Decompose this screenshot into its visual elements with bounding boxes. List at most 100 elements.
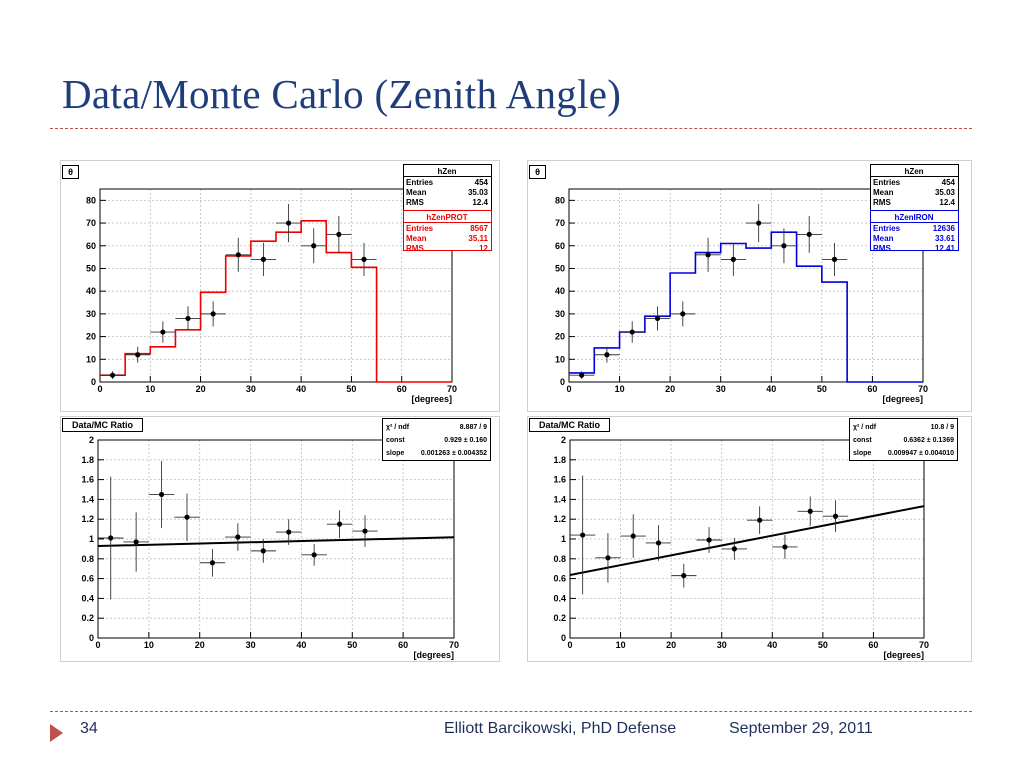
ratio-prot-point-4 (209, 560, 216, 566)
hist-prot-point-6 (260, 256, 267, 262)
hist-prot-ytick-label-4: 40 (86, 286, 96, 296)
iron-histogram-panel: 0 10 20 30 40 50 60 70 0 10 20 30 40 50 60 70 80 [degrees… (527, 160, 972, 412)
ratio-prot-ytick-label-4: 0.8 (81, 554, 94, 564)
hist-prot-ytick-label-3: 30 (86, 309, 96, 319)
hist-prot-point-0 (109, 372, 116, 378)
ratio-prot-tag-box (62, 418, 143, 432)
hist-iron-point-0 (579, 372, 585, 378)
ratio-iron-xtick-label-2: 20 (666, 640, 676, 650)
ratio-iron-point-9 (807, 508, 813, 514)
hist-prot-ytick-label-7: 70 (86, 218, 96, 228)
ratio-iron-ytick-label-0: 0 (561, 633, 566, 643)
hist-iron-point-8 (781, 243, 787, 249)
ratio-iron-ytick-label-2: 0.4 (553, 593, 566, 603)
hist-iron-ytick-label-5: 50 (555, 263, 565, 273)
hist-iron-xtick-label-2: 20 (665, 384, 675, 394)
ratio-iron-xtick-label-0: 0 (567, 640, 572, 650)
ratio-iron-point-5 (706, 537, 712, 543)
hist-iron-xtick-label-5: 50 (817, 384, 827, 394)
hist-iron-tag-box (529, 165, 546, 179)
hist-prot-stats-value-1-1: 35.11 (468, 234, 488, 243)
hist-iron-point-1 (604, 352, 610, 358)
iron-zenith-histogram: 0 10 20 30 40 50 60 70 0 10 20 30 40 50 60 70 80 [degrees… (527, 160, 972, 412)
ratio-prot-point-6 (260, 548, 266, 554)
hist-prot-ytick-label-2: 20 (86, 332, 96, 342)
ratio-prot-ytick-label-5: 1 (89, 534, 94, 544)
hist-iron-stats-key-1-0: Entries (873, 224, 901, 233)
ratio-iron-fit-line (569, 505, 925, 576)
ratio-iron-point-1 (605, 555, 611, 561)
hist-prot-mc-line (100, 219, 452, 383)
hist-prot-stats-value-0-0: 454 (475, 178, 489, 187)
hist-iron-ytick-label-4: 40 (555, 286, 565, 296)
ratio-iron-point-8 (782, 544, 788, 550)
hist-iron-point-5 (705, 252, 711, 258)
hist-prot-stats-title-0: hZen (437, 167, 456, 176)
hist-prot-stats-box-1 (403, 210, 492, 251)
ratio-iron-point-4 (681, 573, 687, 579)
ratio-iron-fit-value-2: 0.009947 ± 0.004010 (888, 450, 954, 457)
hist-iron-stats-key-0-2: RMS (873, 198, 891, 207)
ratio-prot-ytick-label-3: 0.6 (81, 574, 94, 584)
ratio-prot-fit-key-0: χ² / ndf (386, 424, 410, 431)
ratio-prot-xtick-label-5: 50 (347, 640, 357, 650)
hist-iron-xtick-label-0: 0 (566, 384, 571, 394)
hist-iron-plot-frame (568, 188, 924, 383)
ratio-prot-fit-key-2: slope (386, 450, 404, 457)
hist-iron-point-9 (806, 231, 812, 238)
hist-iron-ytick-label-2: 20 (555, 332, 565, 342)
hist-prot-point-5 (235, 252, 241, 258)
ratio-iron-fit-value-1: 0.6362 ± 0.1369 (903, 437, 954, 444)
hist-prot-ytick-label-5: 50 (86, 263, 96, 273)
ratio-prot-ytick-label-7: 1.4 (81, 494, 94, 504)
proton-histogram-panel: 0 10 20 30 40 50 60 70 0 10 20 30 40 50 60 70 80 [degrees… (60, 160, 500, 412)
ratio-iron-fit-box (849, 418, 958, 461)
hist-prot-stats-title-1: hZenPROT (426, 213, 467, 222)
hist-prot-xtick-label-5: 50 (346, 384, 356, 394)
ratio-iron-ytick-label-10: 2 (561, 435, 566, 445)
hist-prot-stats-key-0-1: Mean (406, 188, 427, 197)
hist-prot-xtick-label-6: 60 (397, 384, 407, 394)
hist-prot-point-1 (135, 352, 141, 358)
footer-divider (50, 711, 972, 712)
ratio-prot-point-9 (336, 521, 343, 527)
hist-prot-stats-value-0-1: 35.03 (468, 188, 489, 197)
proton-ratio-panel: 0 10 20 30 40 50 60 70 0 0.2 0.4 0.6 0.8 1 1.2 1.4 1.6 1.… (60, 416, 500, 662)
hist-iron-xtick-label-6: 60 (867, 384, 877, 394)
hist-iron-xtick-label-3: 30 (716, 384, 726, 394)
hist-iron-stats-value-1-1: 33.61 (935, 234, 956, 243)
hist-prot-xtick-label-4: 40 (296, 384, 306, 394)
hist-prot-stats-key-0-2: RMS (406, 198, 424, 207)
hist-iron-stats-box-0 (870, 164, 959, 211)
hist-iron-ytick-label-0: 0 (560, 377, 565, 387)
hist-iron-ytick-label-8: 80 (555, 195, 565, 205)
hist-iron-ytick-label-1: 10 (555, 354, 565, 364)
ratio-prot-ytick-label-0: 0 (89, 633, 94, 643)
ratio-iron-ytick-label-7: 1.4 (553, 494, 566, 504)
ratio-iron-ytick-label-3: 0.6 (553, 574, 566, 584)
hist-prot-stats-key-0-0: Entries (406, 178, 434, 187)
ratio-prot-point-0 (108, 535, 114, 541)
ratio-prot-ytick-label-9: 1.8 (81, 455, 94, 465)
hist-iron-point-10 (831, 256, 838, 262)
hist-iron-stats-value-0-1: 35.03 (935, 188, 956, 197)
ratio-iron-point-7 (757, 517, 763, 523)
ratio-prot-point-10 (362, 528, 368, 534)
hist-prot-stats-key-1-2: RMS (406, 244, 424, 253)
title-divider (50, 128, 972, 129)
hist-iron-ytick-label-3: 30 (555, 309, 565, 319)
hist-iron-stats-box-1 (870, 210, 959, 251)
ratio-iron-ytick-label-5: 1 (561, 534, 566, 544)
hist-iron-stats-key-1-1: Mean (873, 234, 894, 243)
ratio-prot-point-7 (286, 529, 292, 535)
hist-prot-ytick-label-6: 60 (86, 241, 96, 251)
hist-iron-point-7 (756, 220, 762, 226)
hist-prot-point-2 (160, 329, 166, 335)
ratio-prot-point-5 (235, 534, 241, 540)
ratio-prot-xtick-label-7: 70 (449, 640, 459, 650)
ratio-prot-fit-box (382, 418, 491, 461)
hist-prot-point-3 (185, 315, 191, 322)
iron-ratio-panel: 0 10 20 30 40 50 60 70 0 0.2 0.4 0.6 0.8 1 1.2 1.4 1.6 1.… (527, 416, 972, 662)
hist-iron-point-4 (680, 311, 686, 317)
ratio-iron-xtick-label-5: 50 (818, 640, 828, 650)
